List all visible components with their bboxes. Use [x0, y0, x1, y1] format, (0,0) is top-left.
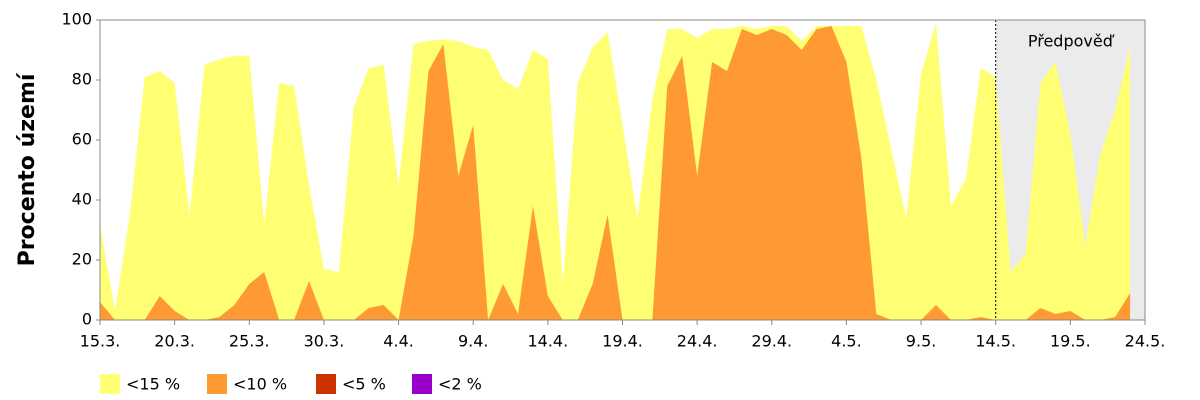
x-tick-label: 25.3. [229, 332, 270, 351]
y-tick-label: 100 [61, 10, 92, 29]
legend-label: <15 % [126, 375, 180, 394]
y-tick-label: 80 [72, 70, 92, 89]
legend-swatch [100, 374, 120, 394]
x-tick-label: 14.5. [975, 332, 1016, 351]
x-tick-label: 19.5. [1050, 332, 1091, 351]
y-axis-title: Procento území [15, 72, 40, 266]
legend-swatch [207, 374, 227, 394]
x-tick-label: 24.4. [677, 332, 718, 351]
x-tick-label: 15.3. [80, 332, 121, 351]
x-tick-label: 19.4. [602, 332, 643, 351]
y-tick-label: 0 [82, 310, 92, 329]
x-tick-label: 9.4. [458, 332, 489, 351]
y-tick-label: 40 [72, 190, 92, 209]
x-tick-label: 29.4. [751, 332, 792, 351]
annotation: Předpověď [1028, 32, 1115, 51]
x-tick-label: 9.5. [906, 332, 937, 351]
y-tick-label: 20 [72, 250, 92, 269]
x-tick-label: 30.3. [304, 332, 345, 351]
legend-label: <5 % [342, 375, 386, 394]
legend-label: <2 % [438, 375, 482, 394]
x-tick-label: 20.3. [154, 332, 195, 351]
x-tick-label: 24.5. [1125, 332, 1166, 351]
legend-label: <10 % [233, 375, 287, 394]
legend-swatch [412, 374, 432, 394]
x-tick-label: 4.5. [831, 332, 862, 351]
y-tick-label: 60 [72, 130, 92, 149]
legend-swatch [316, 374, 336, 394]
area [100, 23, 1131, 320]
x-tick-label: 14.4. [527, 332, 568, 351]
x-tick-label: 4.4. [383, 332, 414, 351]
